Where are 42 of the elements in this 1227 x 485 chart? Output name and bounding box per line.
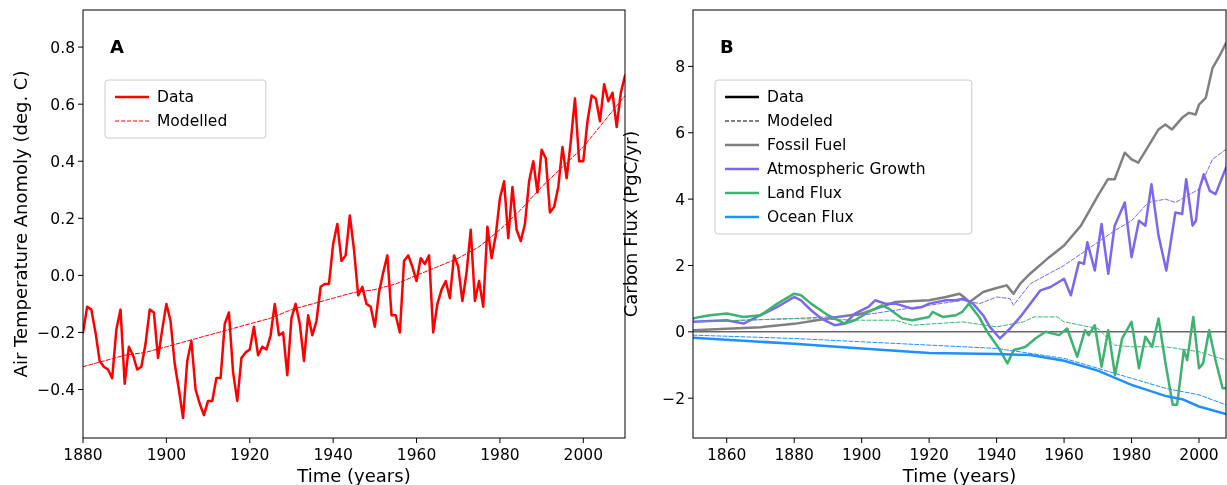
x-tick-label: 1880 bbox=[63, 446, 103, 464]
x-tick-label: 1960 bbox=[1044, 446, 1084, 464]
x-axis-title: Time (years) bbox=[296, 465, 411, 485]
y-axis-title: Carbon Flux (PgC/yr) bbox=[620, 130, 641, 318]
legend-label: Atmospheric Growth bbox=[767, 160, 926, 179]
y-tick-label: 0 bbox=[675, 323, 685, 342]
x-tick-label: 1860 bbox=[707, 446, 747, 464]
text: A bbox=[110, 36, 124, 57]
legend-label: Fossil Fuel bbox=[767, 136, 847, 155]
x-tick-label: 1900 bbox=[841, 446, 882, 464]
legend-label: Modeled bbox=[767, 112, 833, 131]
y-tick-label: 0.0 bbox=[50, 266, 75, 285]
legend-label: Data bbox=[157, 88, 195, 107]
x-tick-label: 1880 bbox=[774, 446, 814, 464]
y-tick-label: 6 bbox=[675, 124, 685, 143]
legend-label: Ocean Flux bbox=[767, 208, 854, 227]
x-tick-label: 1900 bbox=[146, 446, 187, 464]
x-tick-label: 1980 bbox=[480, 446, 520, 464]
x-axis-title: Time (years) bbox=[901, 465, 1017, 485]
x-tick-label: 1940 bbox=[313, 446, 353, 464]
y-tick-label: 4 bbox=[675, 190, 685, 209]
legend-label: Modelled bbox=[157, 112, 228, 131]
y-tick-label: 0.6 bbox=[50, 95, 75, 114]
legend-label: Data bbox=[767, 88, 805, 107]
x-tick-label: 1980 bbox=[1111, 446, 1152, 464]
y-tick-label: −2 bbox=[662, 389, 685, 408]
y-tick-label: 0.4 bbox=[50, 152, 75, 171]
y-axis-title: Air Temperature Anomoly (deg. C) bbox=[10, 70, 31, 378]
y-tick-label: 0.2 bbox=[50, 209, 75, 228]
y-tick-label: −0.4 bbox=[37, 380, 75, 399]
x-tick-label: 1960 bbox=[396, 446, 437, 464]
x-tick-label: 2000 bbox=[563, 446, 604, 464]
y-tick-label: −0.2 bbox=[37, 323, 75, 342]
y-tick-label: 2 bbox=[675, 256, 685, 275]
x-tick-label: 1940 bbox=[976, 446, 1017, 464]
legend-label: Land Flux bbox=[767, 184, 842, 203]
x-tick-label: 2000 bbox=[1179, 446, 1219, 464]
text: B bbox=[720, 36, 734, 57]
y-tick-label: 0.8 bbox=[50, 38, 75, 57]
x-tick-label: 1920 bbox=[909, 446, 949, 464]
y-tick-label: 8 bbox=[675, 57, 685, 76]
x-tick-label: 1920 bbox=[230, 446, 270, 464]
